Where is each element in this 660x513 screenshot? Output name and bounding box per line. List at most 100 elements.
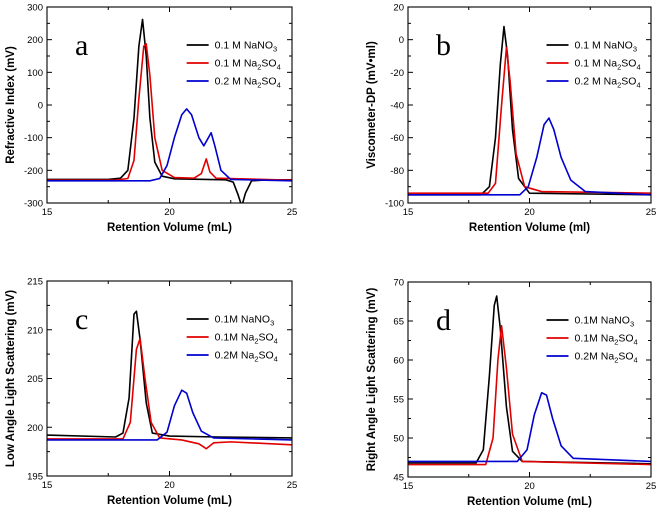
y-tick-label-a: 0 [38,101,43,112]
legend-label-main: 0.2 M Na [575,76,618,88]
y-tick-label-a: 100 [27,68,43,79]
x-tick-label-c: 20 [164,480,175,491]
panel-c: 15 20 25 195 200 205 210 215 Retention Volume (m… [5,277,297,508]
y-tick-label-b: 0 [399,35,404,46]
series-line-c-2 [47,389,292,441]
y-tick-label-b: -100 [385,199,404,210]
y-tick-label-d: 60 [393,356,404,367]
panel-a: 15 20 25 -300 -200 -100 0 100 200 300 Retention Vo… [5,3,297,235]
y-tick-label-c: 215 [27,277,43,288]
panel-b: 15 20 25 -100 -80 -60 -40 -20 0 20 Retention Volum… [366,3,656,235]
x-tick-label-a: 15 [42,207,53,218]
legend-label-subscript: 2 [254,355,258,364]
x-tick-label-b: 15 [403,207,414,218]
series-line-c-0 [47,310,292,439]
y-tick-label-c: 200 [27,423,43,434]
legend-label-a-1: 0.1 M Na2SO4 [215,58,281,72]
legend-label-subscript: 2 [257,81,261,90]
legend-label-main: 0.1M Na [215,332,255,344]
y-tick-label-c: 205 [27,374,43,385]
y-axis-title-b: Viscometer-DP (mV•ml) [366,41,378,169]
y-axis-title-c: Low Angle Light Scattering (mV) [5,290,17,467]
y-axis-title-a: Refractive Index (mV) [5,46,17,164]
y-tick-label-d: 50 [393,434,404,445]
legend-label-main: 0.1M Na [575,333,615,345]
y-tick-label-a: -300 [24,199,43,210]
legend-label-tail: SO [621,76,636,88]
panel-letter-d: d [436,304,451,337]
y-tick-label-a: 300 [27,3,43,14]
legend-label-main: 0.1 M Na [215,58,258,70]
legend-label-main: 0.2M Na [215,350,255,362]
y-tick-label-b: -40 [390,101,404,112]
legend-label-d-1: 0.1M Na2SO4 [575,333,638,347]
legend-label-tail: SO [261,76,276,88]
series-line-b-1 [408,47,651,194]
x-tick-label-d: 15 [403,481,414,492]
legend-label-main: 0.1 M NaNO [575,40,633,52]
series-line-d-1 [408,324,651,466]
legend-label-d-0: 0.1M NaNO3 [575,315,635,329]
y-tick-label-d: 70 [393,278,404,289]
legend-label-main: 0.2 M Na [215,76,258,88]
legend-label-subscript: 4 [277,63,281,72]
x-axis-title-a: Retention Volume (mL) [107,222,232,234]
series-line-d-0 [408,295,651,465]
y-tick-label-a: -200 [24,166,43,177]
legend-label-b-2: 0.2 M Na2SO4 [575,76,641,90]
y-tick-label-b: -60 [390,133,404,144]
y-tick-label-b: -20 [390,68,404,79]
x-tick-label-b: 20 [524,207,535,218]
legend-label-subscript: 4 [634,356,638,365]
legend-label-main: 0.1M NaNO [215,314,270,326]
y-axis-title-d: Right Angle Light Scattering (mV) [366,288,378,472]
legend-label-subscript: 2 [614,356,618,365]
series-line-b-0 [408,25,651,196]
legend-label-subscript: 2 [254,337,258,346]
legend-label-subscript: 2 [614,338,618,347]
y-tick-label-a: 200 [27,35,43,46]
y-tick-label-d: 55 [393,395,404,406]
x-tick-label-c: 25 [287,480,298,491]
legend-label-tail: SO [618,333,633,345]
series-line-c-1 [47,337,292,450]
legend-label-c-1: 0.1M Na2SO4 [215,332,278,346]
panel-letter-c: c [75,303,88,336]
legend-label-main: 0.1M NaNO [575,315,630,327]
legend-label-main: 0.1 M Na [575,58,618,70]
series-line-a-1 [47,43,292,181]
legend-label-c-2: 0.2M Na2SO4 [215,350,278,364]
panel-letter-b: b [436,29,451,62]
legend-label-d-2: 0.2M Na2SO4 [575,351,638,365]
legend-label-b-0: 0.1 M NaNO3 [575,40,638,54]
legend-label-tail: SO [261,58,276,70]
y-tick-label-a: -100 [24,133,43,144]
legend-label-subscript: 2 [617,63,621,72]
y-tick-label-c: 195 [27,472,43,483]
y-tick-label-d: 65 [393,317,404,328]
panel-letter-a: a [75,29,88,62]
y-tick-label-b: 20 [393,3,404,14]
legend-label-subscript: 3 [630,320,634,329]
legend-label-tail: SO [621,58,636,70]
legend-label-a-2: 0.2 M Na2SO4 [215,76,281,90]
x-axis-title-b: Retention Volume (ml) [469,222,590,234]
series-line-a-0 [47,18,292,203]
y-tick-label-b: -80 [390,166,404,177]
legend-label-tail: SO [259,332,274,344]
legend-label-main: 0.2M Na [575,351,615,363]
legend-label-subscript: 4 [274,355,278,364]
x-tick-label-a: 20 [164,207,175,218]
x-tick-label-c: 15 [42,480,53,491]
legend-label-tail: SO [618,351,633,363]
legend-label-subscript: 4 [277,81,281,90]
legend-label-subscript: 3 [270,319,274,328]
y-tick-label-c: 210 [27,325,43,336]
legend-label-main: 0.1 M NaNO [215,40,273,52]
legend-label-subscript: 3 [273,45,277,54]
legend-label-a-0: 0.1 M NaNO3 [215,40,278,54]
legend-label-subscript: 4 [634,338,638,347]
series-line-d-2 [408,391,651,463]
legend-label-subscript: 4 [274,337,278,346]
